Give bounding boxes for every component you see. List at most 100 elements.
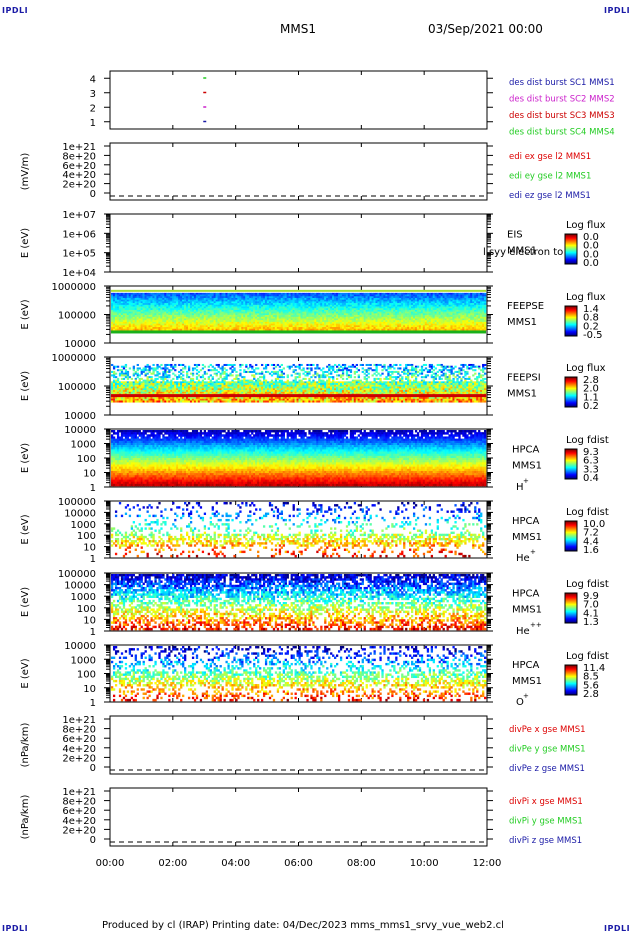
spectrogram-cell: [142, 379, 145, 382]
spectrogram-cell: [405, 306, 408, 309]
spectrogram-cell: [411, 309, 414, 312]
spectrogram-cell: [116, 308, 120, 311]
spectrogram-cell: [312, 292, 315, 295]
spectrogram-cell: [174, 299, 177, 302]
spectrogram-cell: [472, 306, 475, 309]
spectrogram-cell: [118, 388, 122, 391]
spectrogram-cell: [245, 316, 248, 319]
spectrogram-cell: [401, 311, 404, 314]
spectrogram-cell: [480, 292, 483, 295]
spectrogram-cell: [168, 297, 171, 300]
spectrogram-cell: [330, 297, 333, 300]
spectrogram-cell: [114, 313, 118, 316]
spectrogram-cell: [468, 292, 471, 295]
spectrogram-cell: [114, 292, 118, 295]
spectrogram-cell: [120, 304, 124, 307]
spectrogram-cell: [114, 316, 118, 319]
spectrogram-cell: [339, 321, 343, 324]
spectrogram-cell: [195, 299, 199, 302]
spectrogram-cell: [207, 328, 210, 331]
spectrogram-cell: [286, 304, 289, 307]
spectrogram-cell: [205, 321, 209, 324]
spectrogram-cell: [351, 304, 355, 307]
spectrogram-cell: [231, 328, 234, 331]
legend-entry: des dist burst SC1 MMS1: [509, 78, 615, 88]
spectrogram-cell: [274, 304, 278, 307]
spectrogram-cell: [332, 325, 335, 328]
spectrogram-cell: [409, 308, 412, 311]
spectrogram-cell: [182, 304, 185, 307]
spectrogram-cell: [361, 320, 364, 323]
spectrogram-cell: [326, 313, 329, 316]
spectrogram-cell: [440, 297, 443, 300]
spectrogram-cell: [223, 327, 226, 330]
spectrogram-cell: [310, 318, 313, 321]
spectrogram-cell: [142, 320, 145, 323]
spectrogram-cell: [432, 297, 435, 300]
spectrogram-cell: [414, 321, 418, 324]
spectrogram-cell: [334, 328, 337, 331]
spectrogram-cell: [454, 306, 457, 309]
spectrogram-cell: [138, 321, 141, 324]
spectrogram-cell: [158, 296, 161, 299]
spectrogram-cell: [270, 292, 274, 295]
spectrogram-cell: [438, 308, 441, 311]
spectrogram-cell: [191, 308, 195, 311]
spectrogram-cell: [140, 400, 143, 403]
spectrogram-cell: [195, 315, 199, 318]
spectrogram-cell: [262, 325, 266, 328]
spectrogram-cell: [308, 306, 311, 309]
spectrogram-cell: [249, 297, 252, 300]
spectrogram-cell: [261, 304, 264, 307]
spectrogram-cell: [341, 297, 345, 300]
spectrogram-cell: [324, 327, 327, 330]
spectrogram-cell: [160, 327, 163, 330]
spectrogram-cell: [142, 309, 145, 312]
colorbar-step: [565, 261, 577, 263]
spectrogram-cell: [343, 323, 347, 326]
spectrogram-cell: [170, 299, 173, 302]
colorbar-step: [565, 315, 577, 317]
spectrogram-cell: [186, 315, 189, 318]
spectrogram-cell: [414, 292, 418, 295]
spectrogram-cell: [365, 316, 368, 319]
spectrogram-cell: [272, 318, 276, 321]
spectrogram-cell: [466, 316, 469, 319]
spectrogram-cell: [278, 304, 282, 307]
spectrogram-cell: [353, 306, 357, 309]
spectrogram-cell: [308, 315, 311, 318]
spectrogram-cell: [339, 294, 343, 297]
spectrogram-cell: [247, 296, 250, 299]
spectrogram-cell: [318, 299, 321, 302]
spectrogram-cell: [357, 321, 360, 324]
spectrogram-cell: [148, 328, 151, 331]
spectrogram-cell: [341, 327, 345, 330]
spectrogram-cell: [272, 301, 276, 304]
spectrogram-cell: [138, 381, 141, 384]
spectrogram-cell: [134, 299, 137, 302]
spectrogram-cell: [166, 323, 169, 326]
spectrogram-cell: [199, 328, 203, 331]
spectrogram-cell: [296, 313, 299, 316]
spectrogram-cell: [444, 316, 447, 319]
spectrogram-cell: [211, 316, 214, 319]
spectrogram-cell: [217, 301, 220, 304]
spectrogram-cell: [219, 292, 222, 295]
spectrogram-cell: [412, 325, 416, 328]
spectrogram-cell: [112, 321, 116, 324]
spectrogram-cell: [316, 320, 319, 323]
spectrogram-cell: [231, 323, 234, 326]
spectrogram-cell: [191, 311, 195, 314]
spectrogram-cell: [280, 316, 284, 319]
spectrogram-cell: [399, 321, 402, 324]
spectrogram-cell: [130, 318, 134, 321]
spectrogram-cell: [211, 303, 214, 306]
spectrogram-cell: [387, 303, 390, 306]
spectrogram-cell: [140, 308, 143, 311]
spectrogram-cell: [355, 323, 359, 326]
spectrogram-cell: [211, 327, 214, 330]
spectrogram-cell: [241, 321, 244, 324]
spectrogram-cell: [182, 292, 185, 295]
spectrogram-cell: [146, 391, 149, 394]
spectrogram-cell: [424, 294, 428, 297]
